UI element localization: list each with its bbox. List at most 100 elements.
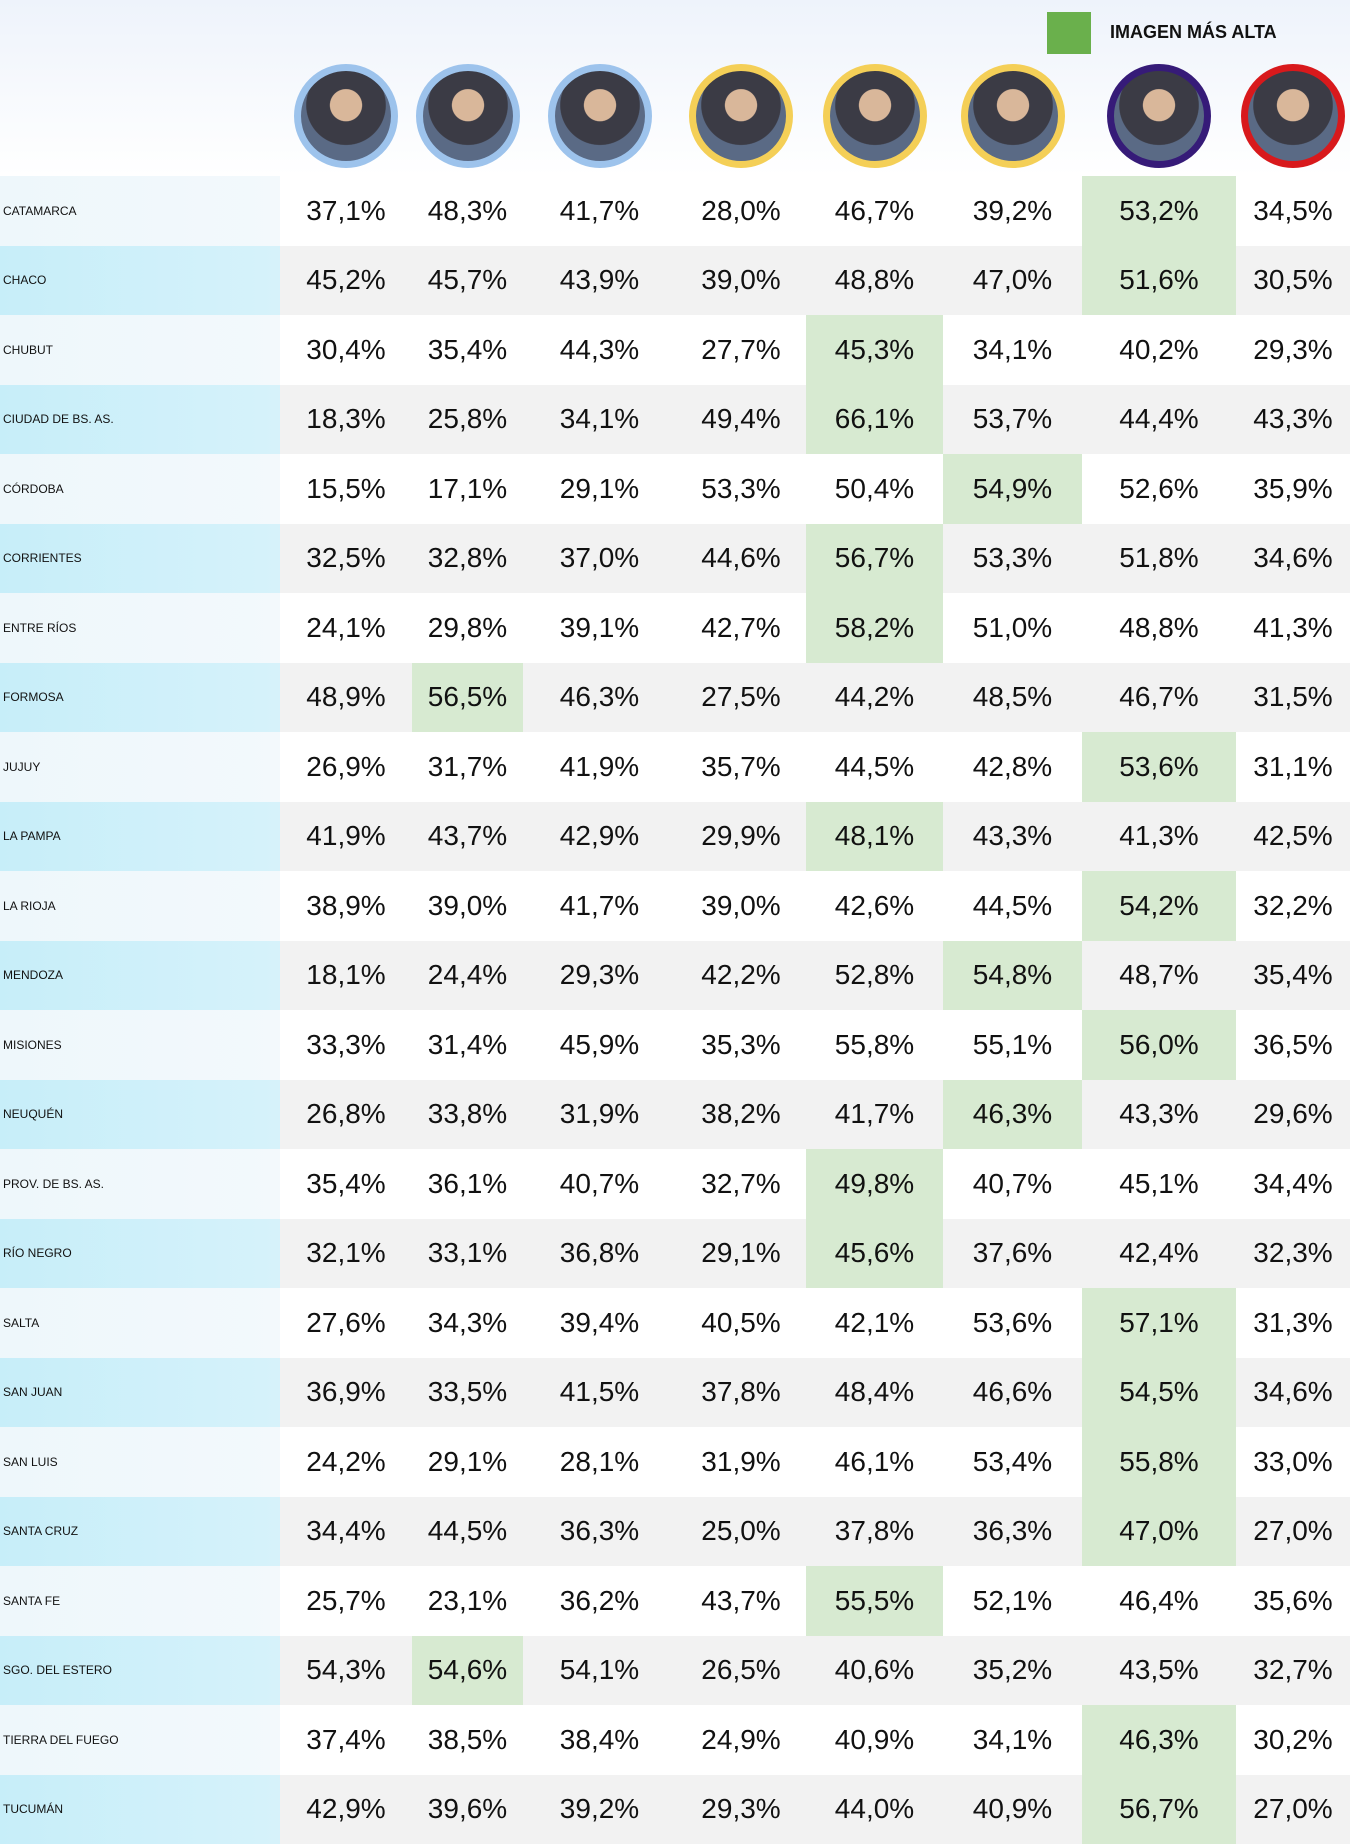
- value-cell: 37,6%: [943, 1219, 1082, 1289]
- province-name: CIUDAD DE BS. AS.: [0, 385, 280, 455]
- value-cell: 35,4%: [1236, 941, 1350, 1011]
- value-cell: 29,9%: [676, 802, 806, 872]
- value-cell: 38,4%: [523, 1705, 676, 1775]
- value-cell: 40,5%: [676, 1288, 806, 1358]
- value-cell: 48,8%: [806, 246, 943, 316]
- province-name: FORMOSA: [0, 663, 280, 733]
- value-cell: 35,6%: [1236, 1566, 1350, 1636]
- value-cell: 39,0%: [412, 871, 523, 941]
- value-cell: 46,1%: [806, 1427, 943, 1497]
- value-cell: 47,0%: [943, 246, 1082, 316]
- value-cell: 34,5%: [1236, 176, 1350, 246]
- value-cell: 24,1%: [280, 593, 412, 663]
- value-cell: 45,9%: [523, 1010, 676, 1080]
- value-cell: 36,5%: [1236, 1010, 1350, 1080]
- value-cell: 32,3%: [1236, 1219, 1350, 1289]
- value-cell: 35,7%: [676, 732, 806, 802]
- value-cell: 48,4%: [806, 1358, 943, 1428]
- value-cell: 44,4%: [1082, 385, 1236, 455]
- value-cell: 30,5%: [1236, 246, 1350, 316]
- value-cell: 39,1%: [523, 593, 676, 663]
- value-cell: 35,3%: [676, 1010, 806, 1080]
- value-cell: 31,5%: [1236, 663, 1350, 733]
- candidate-photo: [689, 64, 793, 168]
- value-cell: 34,4%: [280, 1497, 412, 1567]
- value-cell: 44,3%: [523, 315, 676, 385]
- value-cell: 32,5%: [280, 524, 412, 594]
- value-cell: 44,5%: [943, 871, 1082, 941]
- value-cell: 38,9%: [280, 871, 412, 941]
- value-cell: 43,9%: [523, 246, 676, 316]
- highlight-cell: 49,8%: [806, 1149, 943, 1219]
- value-cell: 36,9%: [280, 1358, 412, 1428]
- value-cell: 36,3%: [943, 1497, 1082, 1567]
- province-name: CHUBUT: [0, 315, 280, 385]
- value-cell: 29,3%: [676, 1775, 806, 1844]
- value-cell: 32,7%: [676, 1149, 806, 1219]
- value-cell: 42,7%: [676, 593, 806, 663]
- value-cell: 24,9%: [676, 1705, 806, 1775]
- value-cell: 29,8%: [412, 593, 523, 663]
- value-cell: 32,1%: [280, 1219, 412, 1289]
- province-name: TUCUMÁN: [0, 1775, 280, 1844]
- value-cell: 31,9%: [523, 1080, 676, 1150]
- value-cell: 53,3%: [943, 524, 1082, 594]
- province-name: CORRIENTES: [0, 524, 280, 594]
- value-cell: 25,0%: [676, 1497, 806, 1567]
- value-cell: 34,6%: [1236, 524, 1350, 594]
- highlight-cell: 51,6%: [1082, 246, 1236, 316]
- value-cell: 17,1%: [412, 454, 523, 524]
- value-cell: 52,8%: [806, 941, 943, 1011]
- province-name: SGO. DEL ESTERO: [0, 1636, 280, 1706]
- value-cell: 41,5%: [523, 1358, 676, 1428]
- value-cell: 26,5%: [676, 1636, 806, 1706]
- value-cell: 52,1%: [943, 1566, 1082, 1636]
- value-cell: 35,9%: [1236, 454, 1350, 524]
- value-cell: 51,8%: [1082, 524, 1236, 594]
- value-cell: 35,2%: [943, 1636, 1082, 1706]
- value-cell: 37,4%: [280, 1705, 412, 1775]
- value-cell: 23,1%: [412, 1566, 523, 1636]
- value-cell: 45,7%: [412, 246, 523, 316]
- value-cell: 41,7%: [523, 871, 676, 941]
- value-cell: 41,7%: [523, 176, 676, 246]
- value-cell: 36,3%: [523, 1497, 676, 1567]
- value-cell: 41,7%: [806, 1080, 943, 1150]
- highlight-cell: 55,5%: [806, 1566, 943, 1636]
- highlight-cell: 66,1%: [806, 385, 943, 455]
- candidate-photo: [294, 64, 398, 168]
- highlight-cell: 46,3%: [943, 1080, 1082, 1150]
- highlight-cell: 46,3%: [1082, 1705, 1236, 1775]
- value-cell: 42,9%: [280, 1775, 412, 1844]
- value-cell: 29,6%: [1236, 1080, 1350, 1150]
- value-cell: 33,3%: [280, 1010, 412, 1080]
- value-cell: 36,2%: [523, 1566, 676, 1636]
- value-cell: 39,6%: [412, 1775, 523, 1844]
- value-cell: 30,2%: [1236, 1705, 1350, 1775]
- value-cell: 34,1%: [943, 1705, 1082, 1775]
- value-cell: 37,1%: [280, 176, 412, 246]
- province-name: CÓRDOBA: [0, 454, 280, 524]
- highlight-cell: 54,8%: [943, 941, 1082, 1011]
- value-cell: 55,1%: [943, 1010, 1082, 1080]
- candidate-photo: [961, 64, 1065, 168]
- value-cell: 18,1%: [280, 941, 412, 1011]
- value-cell: 26,8%: [280, 1080, 412, 1150]
- value-cell: 42,9%: [523, 802, 676, 872]
- value-cell: 33,5%: [412, 1358, 523, 1428]
- value-cell: 26,9%: [280, 732, 412, 802]
- highlight-cell: 56,5%: [412, 663, 523, 733]
- value-cell: 46,4%: [1082, 1566, 1236, 1636]
- value-cell: 29,1%: [412, 1427, 523, 1497]
- highlight-cell: 53,6%: [1082, 732, 1236, 802]
- highlight-cell: 54,6%: [412, 1636, 523, 1706]
- value-cell: 43,3%: [943, 802, 1082, 872]
- value-cell: 38,5%: [412, 1705, 523, 1775]
- value-cell: 37,0%: [523, 524, 676, 594]
- value-cell: 27,0%: [1236, 1497, 1350, 1567]
- value-cell: 48,5%: [943, 663, 1082, 733]
- value-cell: 39,0%: [676, 246, 806, 316]
- candidate-photo: [823, 64, 927, 168]
- value-cell: 44,6%: [676, 524, 806, 594]
- value-cell: 36,1%: [412, 1149, 523, 1219]
